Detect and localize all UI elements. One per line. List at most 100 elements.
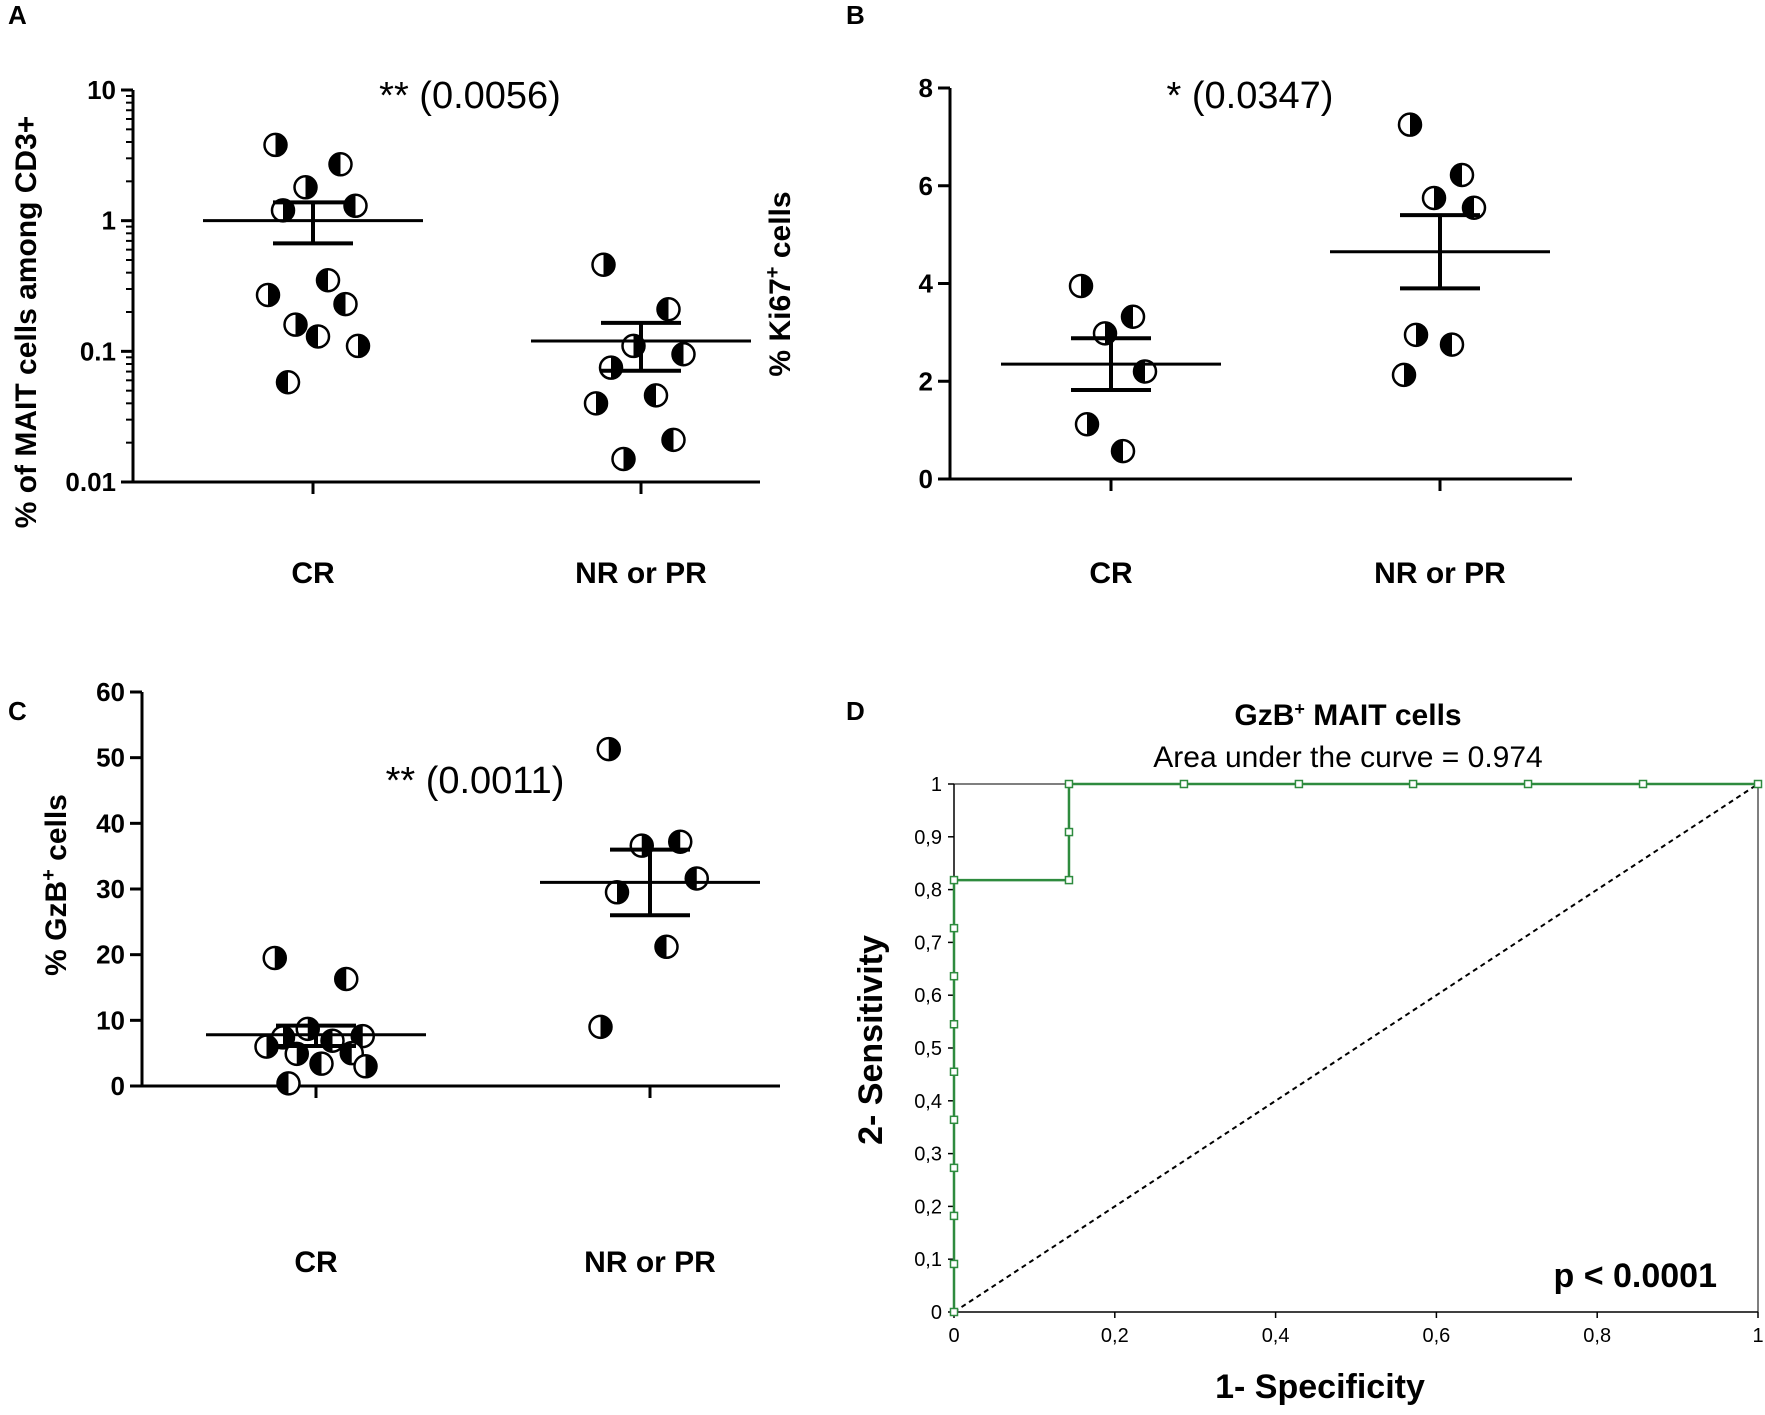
panel-b-category-nr: NR or PR	[1374, 557, 1506, 590]
data-point	[1403, 322, 1429, 348]
roc-point	[1064, 875, 1074, 885]
panel-letter-a: A	[8, 0, 27, 30]
data-point	[1397, 112, 1423, 137]
data-point-fill	[1451, 163, 1462, 186]
roc-point	[949, 971, 959, 981]
y-tick-label: 6	[919, 171, 933, 201]
data-point-fill	[611, 356, 622, 379]
data-point-fill	[608, 738, 620, 761]
data-point-fill	[1112, 440, 1123, 463]
roc-y-tick-label: 0	[931, 1302, 942, 1324]
roc-y-tick-label: 0,1	[914, 1249, 942, 1271]
roc-point	[949, 1259, 959, 1269]
panel-c-y-axis-label: % GzB+ cells	[38, 794, 73, 976]
y-tick-label: 20	[96, 940, 125, 970]
data-point	[305, 324, 331, 349]
panel-d-title-superscript: +	[1294, 699, 1305, 719]
data-point-fill	[1434, 186, 1446, 209]
data-point-fill	[274, 946, 286, 969]
data-point-fill	[277, 1072, 289, 1095]
y-tick-label: 30	[96, 874, 125, 904]
panel-c-category-cr: CR	[294, 1246, 338, 1279]
data-point	[1449, 162, 1475, 188]
roc-x-tick-label: 0,2	[1101, 1325, 1129, 1347]
roc-point	[949, 1307, 959, 1317]
roc-point	[1179, 779, 1189, 789]
roc-x-tick-label: 0,4	[1262, 1325, 1290, 1347]
roc-y-tick-label: 0,4	[914, 1091, 942, 1113]
data-point-fill	[358, 334, 369, 357]
data-point	[598, 355, 624, 380]
y-tick-label: 8	[919, 73, 933, 103]
data-point-fill	[1087, 413, 1098, 436]
y-tick-label: 2	[919, 366, 933, 396]
data-point-fill	[275, 133, 287, 156]
data-point-fill	[335, 967, 347, 990]
data-point	[283, 312, 308, 337]
roc-plot-frame: 0 0,2 0,4 0,6 0,8 1 0 0,1 0,2 0,3 0,4 0,5 0,6 0,7 0,8 0…	[914, 774, 1763, 1347]
data-point-fill	[685, 867, 697, 890]
data-point	[596, 736, 621, 762]
series-cr	[203, 132, 423, 395]
data-point	[604, 880, 630, 905]
roc-x-tick-label: 0	[948, 1325, 959, 1347]
y-tick-label: 40	[96, 808, 125, 838]
panel-b-category-cr: CR	[1089, 557, 1133, 590]
roc-y-tick-label: 0,6	[914, 985, 942, 1007]
data-point	[284, 1041, 309, 1067]
panel-d-y-axis-label: 2- Sensitivity	[852, 935, 890, 1145]
data-point	[320, 1028, 345, 1053]
series-nr-or-pr	[540, 736, 760, 1040]
roc-point	[949, 1067, 959, 1077]
data-point	[671, 341, 696, 367]
panel-a-significance: ** (0.0056)	[379, 75, 561, 117]
y-tick-label: 10	[96, 1005, 125, 1035]
panel-d-x-axis-label: 1- Specificity	[1215, 1368, 1425, 1406]
data-point	[583, 391, 609, 416]
panel-c-significance: ** (0.0011)	[386, 760, 565, 802]
panel-c-category-nr: NR or PR	[584, 1246, 716, 1279]
data-point-fill	[623, 447, 635, 470]
roc-y-tick-label: 0,3	[914, 1144, 942, 1166]
data-point-fill	[365, 1055, 377, 1078]
roc-markers	[949, 779, 1763, 1317]
data-point-fill	[1416, 323, 1428, 346]
panel-d-title-text: GzB	[1234, 699, 1294, 732]
data-point	[643, 383, 669, 408]
data-point-fill	[296, 1042, 308, 1065]
roc-y-tick-label: 0,2	[914, 1196, 942, 1218]
data-point	[656, 296, 681, 322]
roc-point	[1753, 779, 1763, 789]
data-point	[591, 252, 616, 277]
data-point-fill	[266, 1035, 278, 1058]
data-point-fill	[307, 325, 318, 348]
data-point-fill	[645, 384, 656, 407]
series-cr	[206, 945, 426, 1096]
data-point-fill	[1081, 274, 1092, 297]
panel-a-category-nr: NR or PR	[575, 557, 707, 590]
roc-y-tick-label: 0,8	[914, 880, 942, 902]
data-point-fill	[1134, 360, 1145, 383]
y-tick-label: 10	[87, 75, 116, 105]
series-nr-or-pr	[531, 252, 751, 472]
panel-b: * (0.0347) CR NR or PR 0 2 4 6 8 % Ki67+ cell…	[762, 73, 1572, 590]
y-tick-label: 0	[111, 1071, 125, 1101]
data-point-fill	[603, 253, 615, 276]
data-point-fill	[657, 298, 669, 321]
y-tick-label: 0	[919, 464, 933, 494]
data-point-fill	[277, 371, 288, 394]
data-point-fill	[1441, 333, 1452, 356]
panel-letter-d: D	[846, 696, 865, 726]
data-point	[343, 193, 368, 219]
data-point-fill	[600, 1015, 612, 1038]
data-point	[275, 369, 301, 395]
roc-y-tick-label: 0,9	[914, 827, 942, 849]
data-point	[1074, 412, 1100, 437]
data-point-fill	[617, 881, 628, 904]
panel-d-title-rest: MAIT cells	[1305, 699, 1462, 732]
panel-a: ** (0.0056) % of MAIT cells among CD3+ C…	[10, 75, 760, 590]
data-point	[255, 282, 281, 308]
panel-letter-b: B	[846, 0, 865, 30]
roc-x-tick-label: 0,6	[1422, 1325, 1450, 1347]
data-point	[654, 934, 679, 960]
